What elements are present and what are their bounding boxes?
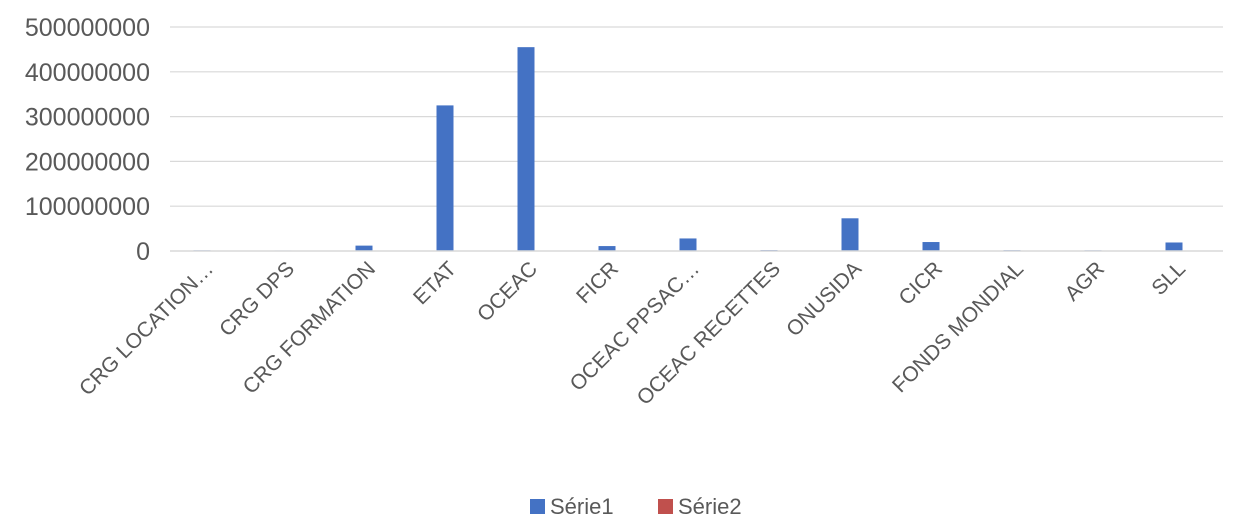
y-tick-label: 200000000 — [25, 148, 150, 176]
bars — [193, 47, 1183, 252]
bar-série1-2 — [355, 245, 373, 251]
legend-label-série1: Série1 — [550, 494, 614, 516]
y-tick-label: 0 — [136, 238, 150, 266]
x-category-label: CRG DPS — [215, 257, 299, 341]
bar-série1-3 — [436, 105, 454, 252]
legend-swatch-série1 — [530, 499, 545, 514]
x-category-label: OCEAC RECETTES — [633, 257, 785, 409]
x-category-label: CRG FORMATION — [239, 257, 380, 398]
x-category-label: OCEAC — [473, 257, 542, 326]
y-tick-label: 400000000 — [25, 59, 150, 87]
x-category-label: CRG LOCATION… — [75, 257, 218, 400]
legend-label-série2: Série2 — [678, 494, 742, 516]
y-axis-tick-labels: 0 100000000 200000000 300000000 400000000 500… — [25, 14, 150, 266]
bar-série1-6 — [679, 238, 697, 251]
legend-swatch-série2 — [658, 499, 673, 514]
y-tick-label: 100000000 — [25, 193, 150, 221]
x-category-label: CICR — [894, 257, 947, 310]
gridlines — [170, 26, 1223, 207]
bar-série1-5 — [598, 246, 616, 251]
bar-série1-12 — [1165, 242, 1183, 251]
bar-série1-9 — [922, 242, 940, 251]
legend: Série1 Série2 — [530, 494, 742, 516]
y-tick-label: 500000000 — [25, 14, 150, 42]
x-category-label: SLL — [1147, 257, 1190, 300]
x-category-label: FICR — [572, 257, 623, 308]
x-category-label: AGR — [1061, 257, 1109, 305]
x-category-label: ETAT — [409, 257, 461, 309]
y-tick-label: 300000000 — [25, 104, 150, 132]
bar-série1-8 — [841, 218, 859, 251]
bar-série1-4 — [517, 47, 535, 251]
x-category-label: ONUSIDA — [782, 257, 866, 341]
